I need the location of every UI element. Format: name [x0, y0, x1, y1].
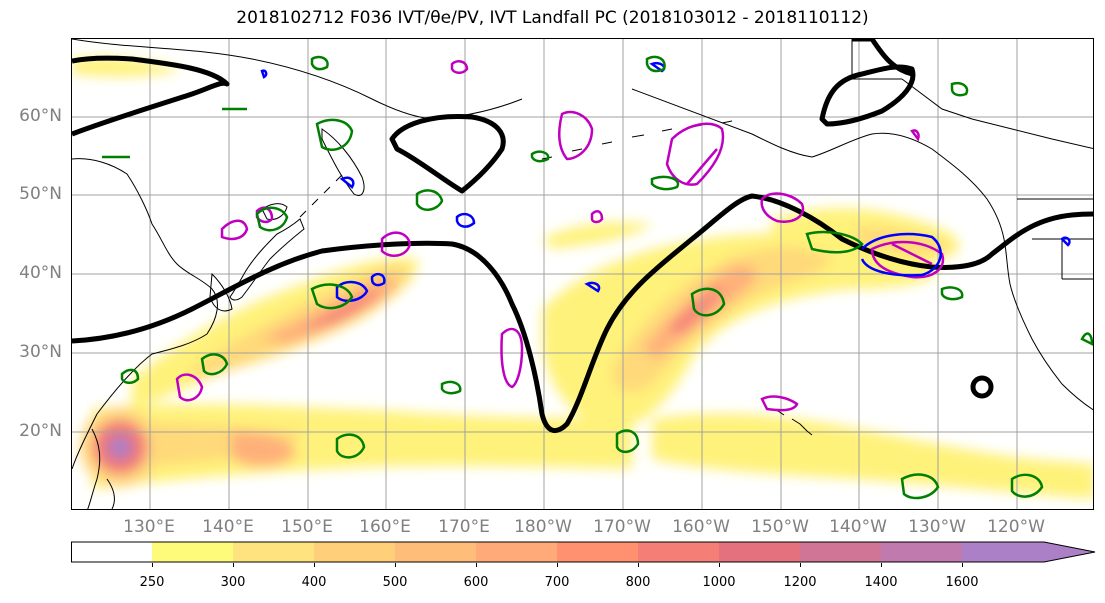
colorbar-tick-300: 300 — [220, 575, 246, 590]
colorbar-tick-1000: 1000 — [702, 575, 736, 590]
colorbar-bin-7 — [638, 542, 719, 562]
colorbar-tick-1400: 1400 — [864, 575, 898, 590]
lon-label-160w: 160°W — [672, 517, 730, 537]
pv-contours — [175, 60, 945, 412]
colorbar-bin-1 — [152, 542, 233, 562]
map-canvas — [72, 39, 1093, 509]
colorbar-bin-8 — [719, 542, 800, 562]
green-contours — [102, 55, 1093, 500]
colorbar-bin-10 — [881, 542, 962, 562]
lon-label-130w: 130°W — [908, 517, 966, 537]
lat-label-50n: 50°N — [19, 184, 62, 204]
lon-label-180w: 180°W — [514, 517, 572, 537]
colorbar-bin-3 — [314, 542, 395, 562]
colorbar-bin-5 — [476, 542, 557, 562]
coastlines — [72, 39, 1093, 509]
colorbar-extend-arrow — [1044, 542, 1095, 562]
lat-label-20n: 20°N — [19, 421, 62, 441]
lat-label-60n: 60°N — [19, 106, 62, 126]
theta-contours — [260, 62, 1071, 303]
colorbar — [71, 541, 1096, 563]
colorbar-bin-6 — [557, 542, 638, 562]
colorbar-bin-11 — [962, 542, 1044, 562]
colorbar-bin-9 — [800, 542, 881, 562]
colorbar-tick-400: 400 — [301, 575, 327, 590]
lon-label-140w: 140°W — [829, 517, 887, 537]
lon-label-150w: 150°W — [751, 517, 809, 537]
lat-label-30n: 30°N — [19, 342, 62, 362]
colorbar-tick-250: 250 — [139, 575, 165, 590]
colorbar-bin-2 — [233, 542, 314, 562]
colorbar-tick-600: 600 — [463, 575, 489, 590]
colorbar-tick-700: 700 — [544, 575, 570, 590]
colorbar-bin-4 — [395, 542, 476, 562]
colorbar-tick-1200: 1200 — [783, 575, 817, 590]
colorbar-tick-500: 500 — [382, 575, 408, 590]
colorbar-tick-1600: 1600 — [945, 575, 979, 590]
lon-label-160e: 160°E — [359, 517, 411, 537]
colorbar-bin-0 — [71, 542, 152, 562]
ivt-shading — [72, 57, 1093, 499]
pc-contour — [72, 39, 1093, 433]
lon-label-120w: 120°W — [987, 517, 1045, 537]
lon-label-170e: 170°E — [438, 517, 490, 537]
lon-label-150e: 150°E — [281, 517, 333, 537]
map-panel — [71, 38, 1094, 510]
lon-label-170w: 170°W — [593, 517, 651, 537]
colorbar-tick-800: 800 — [625, 575, 651, 590]
lon-label-140e: 140°E — [202, 517, 254, 537]
lon-label-130e: 130°E — [123, 517, 175, 537]
chart-title: 2018102712 F036 IVT/θe/PV, IVT Landfall … — [236, 8, 869, 28]
lat-label-40n: 40°N — [19, 263, 62, 283]
